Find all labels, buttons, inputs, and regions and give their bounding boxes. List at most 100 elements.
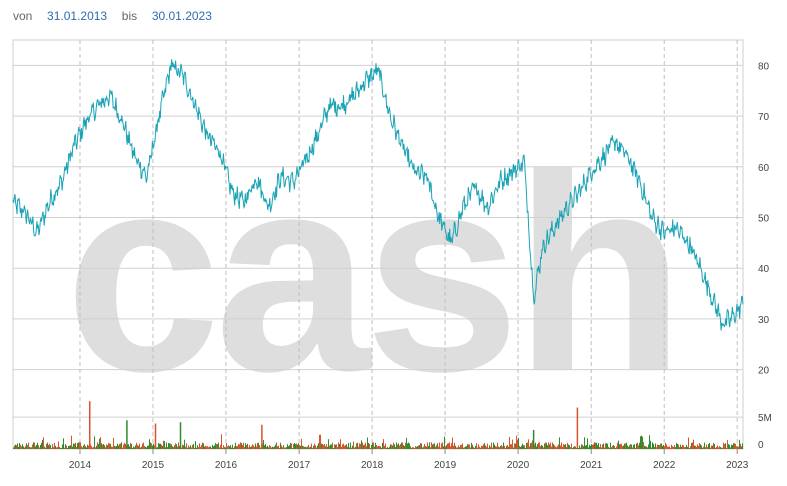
volume-bar	[281, 445, 282, 449]
volume-bar	[54, 442, 55, 449]
volume-bar	[170, 443, 171, 449]
volume-bar	[419, 445, 420, 449]
volume-bar	[100, 437, 101, 449]
volume-bar	[212, 444, 213, 449]
volume-bar	[172, 446, 173, 449]
volume-bar	[588, 447, 589, 449]
volume-bar	[162, 445, 163, 449]
volume-bar	[387, 447, 388, 449]
volume-bar	[266, 446, 267, 449]
volume-bar	[408, 442, 409, 449]
volume-bar	[491, 442, 492, 449]
volume-bar	[60, 447, 61, 449]
volume-bar	[719, 446, 720, 449]
volume-bar	[222, 447, 223, 449]
volume-bar	[492, 447, 493, 449]
volume-bar	[338, 442, 339, 449]
volume-bar	[523, 445, 524, 449]
volume-bar	[503, 442, 504, 449]
volume-bar	[241, 443, 242, 449]
volume-bar	[114, 445, 115, 449]
volume-bar	[293, 443, 294, 449]
volume-bar	[445, 446, 446, 449]
volume-bar	[278, 445, 279, 449]
volume-bar	[364, 444, 365, 449]
volume-bar	[227, 446, 228, 449]
from-date-link[interactable]: 31.01.2013	[47, 9, 108, 23]
volume-bar	[187, 447, 188, 449]
volume-bar	[395, 447, 396, 449]
volume-bar	[76, 446, 77, 449]
volume-bar	[604, 447, 605, 449]
volume-bar	[65, 444, 66, 449]
volume-bar	[620, 443, 621, 449]
volume-bar	[133, 446, 134, 449]
volume-bar	[109, 443, 110, 449]
volume-bar	[75, 442, 76, 449]
volume-bar	[181, 447, 182, 449]
volume-bar	[249, 444, 250, 449]
volume-bar	[309, 447, 310, 449]
volume-bar	[64, 447, 65, 449]
volume-bar	[29, 446, 30, 449]
volume-bar	[561, 442, 562, 449]
volume-bar	[275, 444, 276, 449]
volume-bar	[40, 444, 41, 449]
volume-bar	[651, 447, 652, 449]
volume-bar	[495, 446, 496, 449]
volume-bar	[526, 442, 527, 449]
volume-bar	[122, 447, 123, 449]
volume-bar	[138, 445, 139, 449]
volume-bar	[425, 446, 426, 449]
volume-bar	[552, 442, 553, 449]
volume-bar	[683, 445, 684, 449]
volume-bar	[689, 448, 690, 449]
volume-bar	[165, 447, 166, 449]
volume-bar	[486, 446, 487, 449]
volume-bar	[61, 447, 62, 449]
volume-bar	[160, 443, 161, 449]
volume-bar	[670, 447, 671, 449]
volume-bar	[471, 442, 472, 449]
volume-bar	[96, 445, 97, 449]
volume-bar	[726, 448, 727, 449]
volume-bar	[459, 447, 460, 449]
volume-bar	[158, 443, 159, 449]
volume-bar	[325, 446, 326, 449]
volume-bar	[34, 442, 35, 449]
volume-bar	[245, 443, 246, 449]
volume-bar	[56, 447, 57, 449]
volume-bar	[257, 443, 258, 449]
volume-bar	[168, 442, 169, 449]
volume-bar	[308, 444, 309, 449]
volume-bar	[502, 446, 503, 449]
volume-bar	[248, 447, 249, 449]
volume-bar	[432, 444, 433, 449]
volume-bar	[135, 445, 136, 449]
volume-bar	[628, 446, 629, 449]
volume-bar	[454, 442, 455, 449]
volume-bar	[442, 442, 443, 449]
volume-bar	[494, 444, 495, 449]
volume-bar	[82, 447, 83, 449]
volume-bar	[322, 443, 323, 449]
y-tick-label: 70	[758, 112, 770, 123]
volume-bar	[673, 446, 674, 449]
volume-bar	[487, 443, 488, 449]
volume-bar	[529, 446, 530, 449]
volume-bar	[74, 443, 75, 449]
volume-bar	[637, 442, 638, 449]
volume-bar	[41, 442, 42, 449]
volume-bar	[394, 444, 395, 449]
volume-bar	[558, 444, 559, 449]
volume-bar	[354, 447, 355, 449]
volume-bar	[276, 442, 277, 449]
to-date-link[interactable]: 30.01.2023	[151, 9, 212, 23]
volume-bar	[206, 446, 207, 449]
volume-bar	[506, 445, 507, 449]
volume-bar	[621, 443, 622, 449]
volume-bar	[437, 443, 438, 449]
volume-bar	[254, 446, 255, 449]
volume-bar	[700, 444, 701, 449]
